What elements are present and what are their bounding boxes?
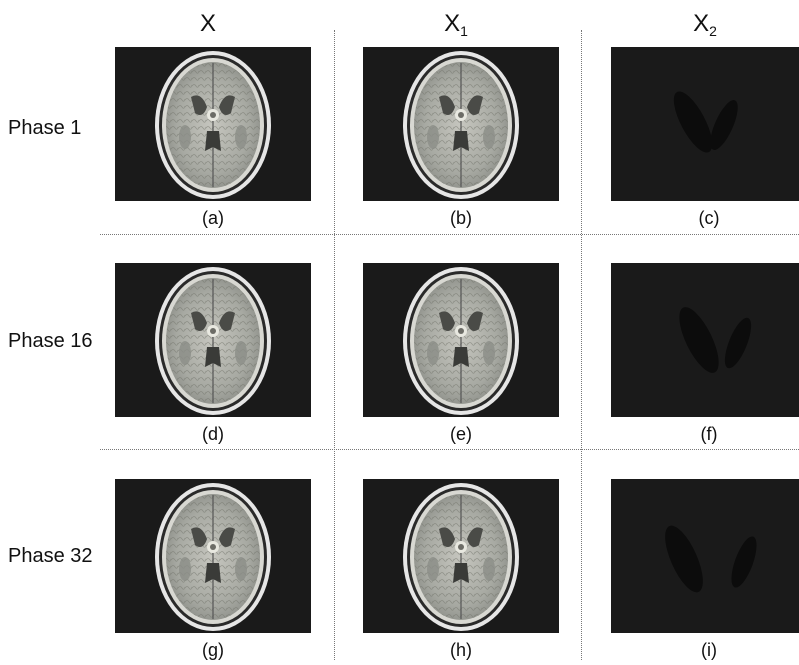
panel-caption: (c) [698,208,720,228]
panel-caption: (h) [450,640,472,660]
panel-caption: (a) [202,208,224,228]
brain-mri-picture [403,483,519,631]
column-separator [581,30,582,660]
brain-mri-picture [155,51,271,199]
brain-mri-picture [155,483,271,631]
ellipse-region [710,100,738,150]
ellipse-image [611,479,799,633]
brain-mri-picture [155,267,271,415]
row-label-phase-1: Phase 1 [8,117,82,139]
column-header-x1: X1 [444,10,468,39]
row-label-phase-32: Phase 32 [8,545,93,567]
brain-mri-picture [403,51,519,199]
brain-image [115,47,311,201]
ellipse-image [611,263,799,417]
column-header-x: X [199,10,216,37]
ellipses-picture [665,525,757,593]
column-separator [334,30,335,660]
brain-image [363,47,559,201]
ellipse-region [665,525,703,593]
ellipse-region [673,91,713,153]
ellipse-image [611,47,799,201]
row-separator [100,234,799,235]
brain-image [115,263,311,417]
ellipse-region [679,307,719,373]
ellipse-region [731,536,757,588]
brain-image [363,263,559,417]
panel-caption: (e) [450,424,472,444]
panel-caption: (i) [701,640,717,660]
panel-caption: (b) [450,208,472,228]
panel-caption: (d) [202,424,224,444]
brain-mri-picture [403,267,519,415]
ellipses-picture [679,307,752,373]
column-header-x2: X2 [693,10,717,39]
row-separator [100,449,799,450]
row-label-phase-16: Phase 16 [8,330,93,352]
panel-caption: (g) [202,640,224,660]
brain-image [115,479,311,633]
ellipses-picture [673,91,738,153]
panel-caption: (f) [700,424,718,444]
brain-image [363,479,559,633]
ellipse-region [724,317,752,369]
